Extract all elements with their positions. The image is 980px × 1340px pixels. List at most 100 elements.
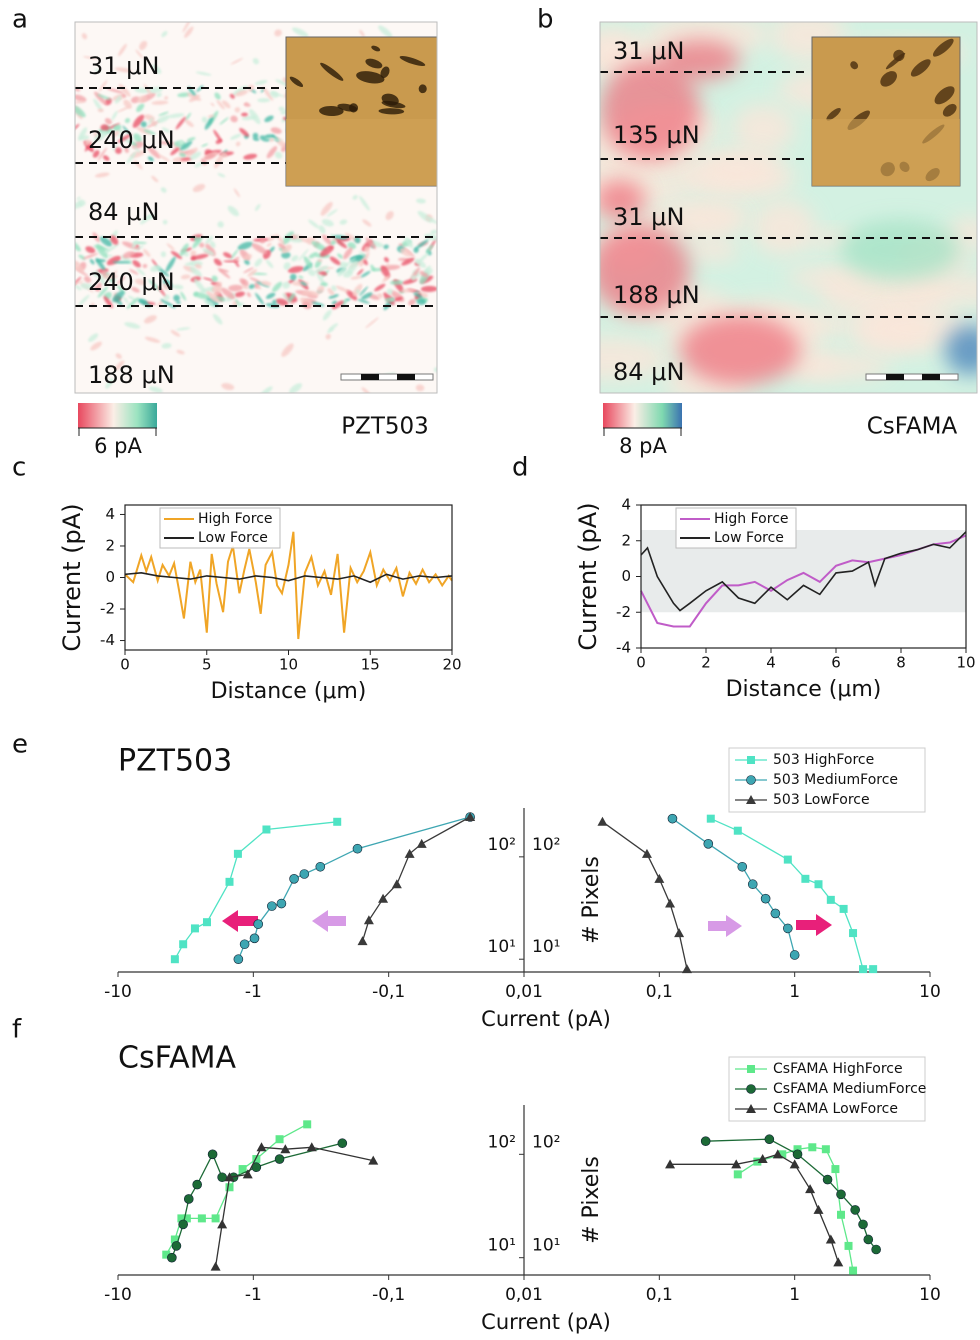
map-frame (599, 21, 978, 394)
texture (178, 139, 184, 145)
legend-label: 503 LowForce (773, 792, 870, 808)
texture (254, 258, 263, 267)
point (357, 936, 368, 946)
texture (688, 237, 740, 262)
texture (133, 146, 141, 153)
texture (185, 112, 192, 121)
texture (158, 154, 170, 162)
texture (126, 151, 137, 164)
texture (206, 291, 220, 303)
texture (381, 274, 390, 283)
data-line (124, 571, 453, 584)
texture (332, 300, 344, 310)
texture (298, 275, 304, 279)
panel-label: f (12, 1015, 22, 1045)
point (753, 1157, 762, 1166)
texture (75, 105, 86, 118)
texture (257, 285, 262, 290)
texture (264, 115, 274, 123)
point (210, 1261, 221, 1271)
y-tick-label: 2 (621, 531, 631, 549)
texture (298, 248, 309, 262)
legend-marker (746, 1104, 756, 1113)
texture (282, 293, 289, 300)
point (177, 1214, 186, 1223)
texture (414, 258, 427, 268)
inset-texture (934, 86, 955, 105)
point (202, 918, 211, 927)
point (783, 855, 792, 864)
texture (239, 278, 246, 284)
point (789, 950, 800, 960)
y-tick-label: 2 (105, 536, 115, 554)
texture (370, 264, 376, 272)
texture (106, 255, 121, 266)
texture (265, 259, 274, 269)
texture (90, 341, 102, 351)
texture (100, 124, 109, 131)
y-tick-label: -2 (100, 600, 115, 618)
point (465, 812, 476, 822)
texture (413, 292, 423, 299)
texture (95, 270, 106, 286)
point (783, 923, 793, 934)
x-axis-label: Current (pA) (481, 1007, 611, 1031)
point (363, 915, 374, 925)
texture (205, 297, 219, 307)
point (826, 895, 835, 904)
texture (393, 296, 403, 302)
texture (124, 118, 130, 124)
texture (751, 199, 816, 256)
texture (361, 292, 373, 300)
texture (254, 203, 261, 212)
x-tick-label: -1 (245, 1285, 262, 1305)
plot-frame (640, 504, 967, 649)
force-label: 240 μN (88, 126, 175, 154)
texture (416, 298, 426, 305)
panel-label: b (537, 5, 554, 35)
x-axis-label: Current (pA) (481, 1310, 611, 1334)
texture (252, 137, 260, 141)
texture (83, 56, 99, 60)
texture (303, 256, 313, 269)
texture (180, 157, 193, 161)
texture (196, 85, 204, 93)
point (337, 1138, 348, 1149)
texture (217, 173, 226, 178)
texture (126, 297, 139, 309)
texture (424, 215, 437, 224)
texture (99, 236, 112, 247)
panel-label: a (12, 5, 28, 35)
texture (239, 128, 249, 137)
texture (269, 246, 275, 253)
point (170, 955, 179, 964)
texture (94, 68, 101, 73)
texture (320, 282, 328, 287)
chart-title: CsFAMA (118, 1041, 236, 1076)
texture (278, 106, 285, 112)
texture (176, 327, 191, 331)
texture (282, 281, 291, 289)
point (167, 1252, 177, 1263)
point (821, 1145, 830, 1154)
texture (214, 153, 224, 169)
x-tick-label: 0 (636, 654, 646, 672)
texture (251, 272, 268, 276)
force-label: 31 μN (613, 203, 684, 231)
inset-texture (418, 84, 427, 94)
force-label: 84 μN (613, 358, 684, 386)
point (391, 879, 402, 889)
texture (221, 287, 235, 300)
texture (179, 243, 189, 257)
legend-label: 503 HighForce (773, 752, 874, 768)
texture (198, 242, 205, 248)
texture (899, 275, 977, 305)
texture (76, 196, 81, 201)
point (315, 861, 326, 872)
point (801, 874, 810, 883)
texture (636, 201, 745, 238)
texture (274, 29, 282, 37)
texture (254, 80, 268, 85)
texture (378, 25, 393, 38)
